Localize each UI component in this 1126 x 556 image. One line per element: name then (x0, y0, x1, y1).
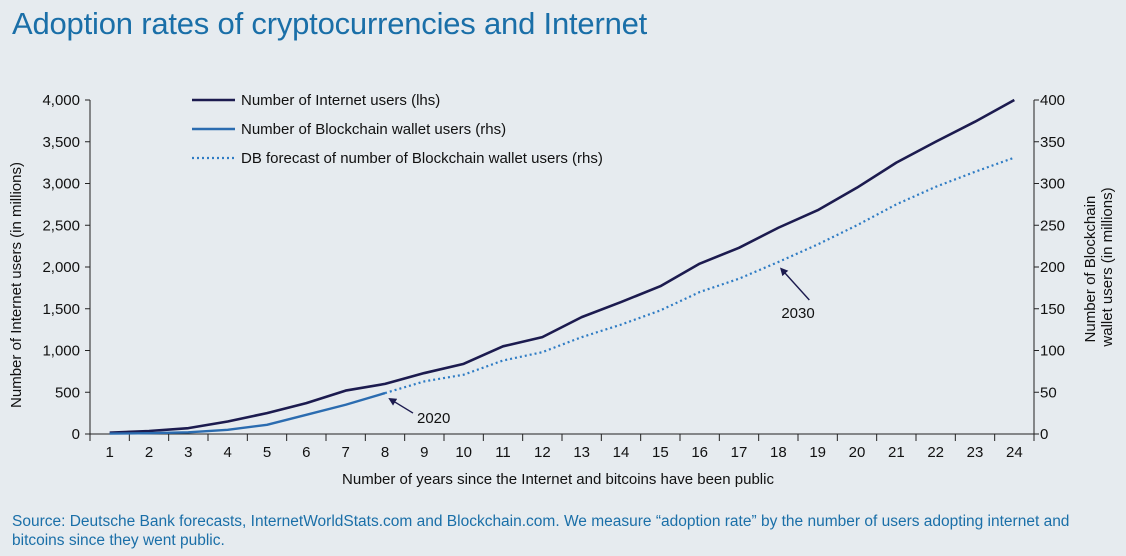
x-tick-label: 21 (888, 444, 905, 461)
x-tick-label: 17 (731, 444, 748, 461)
annotation-arrow-2030 (779, 267, 810, 301)
annotation-label-2030: 2030 (781, 305, 814, 322)
x-tick-label: 13 (573, 444, 590, 461)
x-tick-label: 16 (691, 444, 708, 461)
left-y-tick-label: 1,000 (42, 343, 80, 360)
annotation-label-2020: 2020 (417, 410, 450, 427)
x-tick-label: 2 (145, 444, 153, 461)
left-y-tick-label: 2,000 (42, 259, 80, 276)
x-tick-label: 1 (105, 444, 113, 461)
annotations: 2020 2030 (388, 267, 815, 427)
line-chart: 05001,0001,5002,0002,5003,0003,5004,000 … (8, 92, 1116, 488)
left-y-tick-label: 3,500 (42, 134, 80, 151)
left-y-tick-label: 3,000 (42, 176, 80, 193)
blockchain-wallet-users-line (109, 391, 386, 435)
x-tick-label: 7 (341, 444, 349, 461)
right-y-tick-label: 100 (1040, 343, 1065, 360)
x-tick-label: 15 (652, 444, 669, 461)
right-y-tick-label: 50 (1040, 384, 1057, 401)
right-y-tick-label: 400 (1040, 92, 1065, 109)
left-y-tick-label: 2,500 (42, 217, 80, 234)
x-tick-label: 19 (809, 444, 826, 461)
right-y-tick-label: 0 (1040, 426, 1048, 443)
left-y-tick-label: 0 (72, 426, 80, 443)
x-tick-label: 10 (455, 444, 472, 461)
internet-users-line (109, 98, 1015, 434)
left-y-axis-label: Number of Internet users (in millions) (8, 162, 25, 408)
left-y-tick-label: 4,000 (42, 92, 80, 109)
right-y-axis-label-line-1: Number of Blockchain (1082, 196, 1099, 343)
right-y-ticks: 0 50 100 150 200 250 300 350 400 (1034, 92, 1065, 443)
source-note: Source: Deutsche Bank forecasts, Interne… (12, 513, 1070, 549)
legend-label: Number of Blockchain wallet users (rhs) (241, 121, 506, 138)
right-y-tick-label: 150 (1040, 301, 1065, 318)
x-tick-label: 20 (849, 444, 866, 461)
x-tick-label: 5 (263, 444, 271, 461)
x-axis-label: Number of years since the Internet and b… (342, 471, 774, 488)
chart-title: Adoption rates of cryptocurrencies and I… (12, 6, 648, 41)
left-y-tick-label: 500 (55, 384, 80, 401)
right-y-axis-label: Number of Blockchain wallet users (in mi… (1082, 187, 1116, 347)
x-tick-label: 24 (1006, 444, 1023, 461)
x-tick-label: 12 (534, 444, 551, 461)
x-tick-label: 18 (770, 444, 787, 461)
annotation-arrow-2020 (388, 398, 414, 414)
left-y-ticks: 0 500 1,000 1,500 2,000 2,500 3,000 3,500 4,000 (42, 92, 90, 443)
right-y-tick-label: 200 (1040, 259, 1065, 276)
x-ticks: 1 2 3 4 5 6 7 8 9 10 11 12 13 14 15 16 17 18 19 20 21 22 23 24 (89, 434, 1035, 461)
x-tick-label: 23 (967, 444, 984, 461)
x-tick-label: 22 (927, 444, 944, 461)
legend-label: Number of Internet users (lhs) (241, 92, 440, 109)
x-tick-label: 9 (420, 444, 428, 461)
right-y-tick-label: 250 (1040, 217, 1065, 234)
x-tick-label: 8 (381, 444, 389, 461)
right-y-tick-label: 350 (1040, 134, 1065, 151)
right-y-axis-label-line-2: wallet users (in millions) (1099, 187, 1116, 347)
x-tick-label: 4 (223, 444, 231, 461)
x-tick-label: 11 (495, 444, 511, 461)
right-y-tick-label: 300 (1040, 176, 1065, 193)
blockchain-forecast-line (384, 156, 1015, 395)
series-layer (109, 98, 1015, 435)
left-y-tick-label: 1,500 (42, 301, 80, 318)
x-tick-label: 6 (302, 444, 310, 461)
x-tick-label: 14 (613, 444, 630, 461)
legend: Number of Internet users (lhs) Number of … (192, 92, 603, 167)
x-tick-label: 3 (184, 444, 192, 461)
legend-label: DB forecast of number of Blockchain wall… (241, 150, 603, 167)
